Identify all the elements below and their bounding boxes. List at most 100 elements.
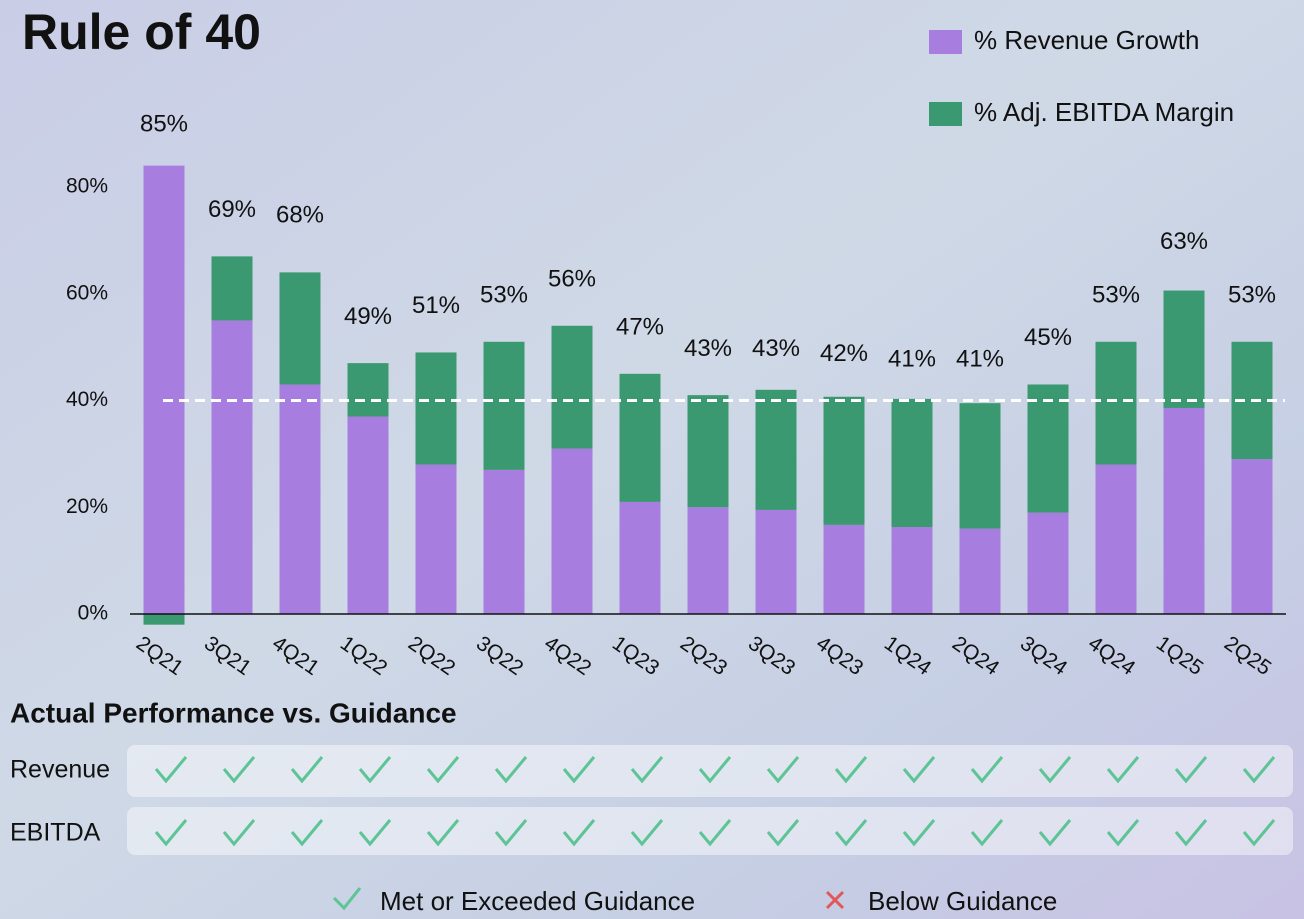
- bar-segment: [347, 416, 389, 614]
- bar-segment: [1163, 407, 1205, 614]
- legend-check: [332, 887, 362, 911]
- total-label: 63%: [1160, 228, 1208, 255]
- row-label: Revenue: [10, 756, 110, 784]
- check-mark: [1174, 819, 1208, 847]
- total-label: 47%: [616, 313, 664, 340]
- bar-segment: [755, 509, 797, 614]
- total-label: 69%: [208, 196, 256, 223]
- check-mark: [1106, 819, 1140, 847]
- check-mark: [970, 819, 1004, 847]
- bar-segment: [279, 384, 321, 614]
- check-mark: [902, 819, 936, 847]
- row-box: [127, 807, 1293, 855]
- check-mark: [290, 756, 324, 784]
- check-mark: [154, 756, 188, 784]
- total-label: 49%: [344, 303, 392, 330]
- check-mark: [1038, 819, 1072, 847]
- check-mark: [222, 756, 256, 784]
- total-label: 53%: [1228, 281, 1276, 308]
- bar-segment: [619, 373, 661, 502]
- check-mark: [902, 756, 936, 784]
- total-label: 56%: [548, 265, 596, 292]
- bar-segment: [959, 528, 1001, 614]
- check-mark: [1174, 756, 1208, 784]
- bar-segment: [1095, 464, 1137, 614]
- bar-segment: [1027, 512, 1069, 614]
- legend-swatch: [929, 30, 962, 54]
- bar-segment: [891, 526, 933, 614]
- bar-segment: [687, 395, 729, 508]
- guidance-title: Actual Performance vs. Guidance: [10, 697, 457, 728]
- chart-title: Rule of 40: [22, 4, 261, 60]
- total-label: 42%: [820, 340, 868, 367]
- y-tick-label: 60%: [66, 281, 108, 304]
- legend-label: % Revenue Growth: [974, 25, 1199, 55]
- bar-segment: [755, 389, 797, 510]
- total-label: 68%: [276, 201, 324, 228]
- total-label: 41%: [888, 346, 936, 373]
- legend-cross: [825, 890, 845, 910]
- check-mark: [834, 756, 868, 784]
- bar-segment: [279, 272, 321, 385]
- y-tick-label: 40%: [66, 388, 108, 411]
- check-mark: [1242, 756, 1276, 784]
- check-mark: [630, 756, 664, 784]
- check-mark: [1038, 756, 1072, 784]
- bar-segment: [415, 464, 457, 614]
- check-mark: [630, 819, 664, 847]
- legend-swatch: [929, 102, 962, 126]
- bar-segment: [211, 320, 253, 614]
- check-mark: [562, 756, 596, 784]
- bar-segment: [959, 403, 1001, 529]
- total-label: 41%: [956, 346, 1004, 373]
- check-mark: [970, 756, 1004, 784]
- check-mark: [358, 756, 392, 784]
- check-mark: [426, 756, 460, 784]
- total-label: 85%: [140, 111, 188, 138]
- bar-segment: [347, 363, 389, 417]
- bar-segment: [823, 396, 865, 525]
- bar-segment: [551, 448, 593, 614]
- bar-segment: [1095, 341, 1137, 465]
- bar-segment: [551, 325, 593, 449]
- bar-segment: [891, 398, 933, 527]
- y-tick-label: 0%: [78, 602, 108, 625]
- y-tick-label: 20%: [66, 495, 108, 518]
- bar-segment: [483, 341, 525, 470]
- row-box: [127, 745, 1293, 797]
- check-mark: [834, 819, 868, 847]
- check-mark: [698, 819, 732, 847]
- y-tick-label: 80%: [66, 175, 108, 198]
- total-label: 45%: [1024, 324, 1072, 351]
- legend-label: % Adj. EBITDA Margin: [974, 97, 1234, 127]
- check-mark: [222, 819, 256, 847]
- bar-segment: [687, 507, 729, 614]
- bar-segment: [1027, 384, 1069, 513]
- check-mark: [1242, 819, 1276, 847]
- bar-segment: [211, 256, 253, 321]
- check-mark: [494, 819, 528, 847]
- check-mark: [494, 756, 528, 784]
- bar-segment: [823, 524, 865, 614]
- check-mark: [562, 819, 596, 847]
- bar-segment: [143, 614, 185, 625]
- bar-segment: [619, 501, 661, 614]
- check-mark: [1106, 756, 1140, 784]
- check-mark: [154, 819, 188, 847]
- check-mark: [766, 756, 800, 784]
- legend-label: Met or Exceeded Guidance: [380, 886, 695, 916]
- check-mark: [358, 819, 392, 847]
- total-label: 51%: [412, 292, 460, 319]
- legend-label: Below Guidance: [868, 886, 1057, 916]
- total-label: 43%: [752, 335, 800, 362]
- bar-segment: [1231, 459, 1273, 614]
- total-label: 53%: [480, 281, 528, 308]
- check-mark: [290, 819, 324, 847]
- row-label: EBITDA: [10, 819, 101, 847]
- bar-segment: [483, 469, 525, 614]
- total-label: 53%: [1092, 281, 1140, 308]
- check-mark: [766, 819, 800, 847]
- bar-segment: [1163, 290, 1205, 408]
